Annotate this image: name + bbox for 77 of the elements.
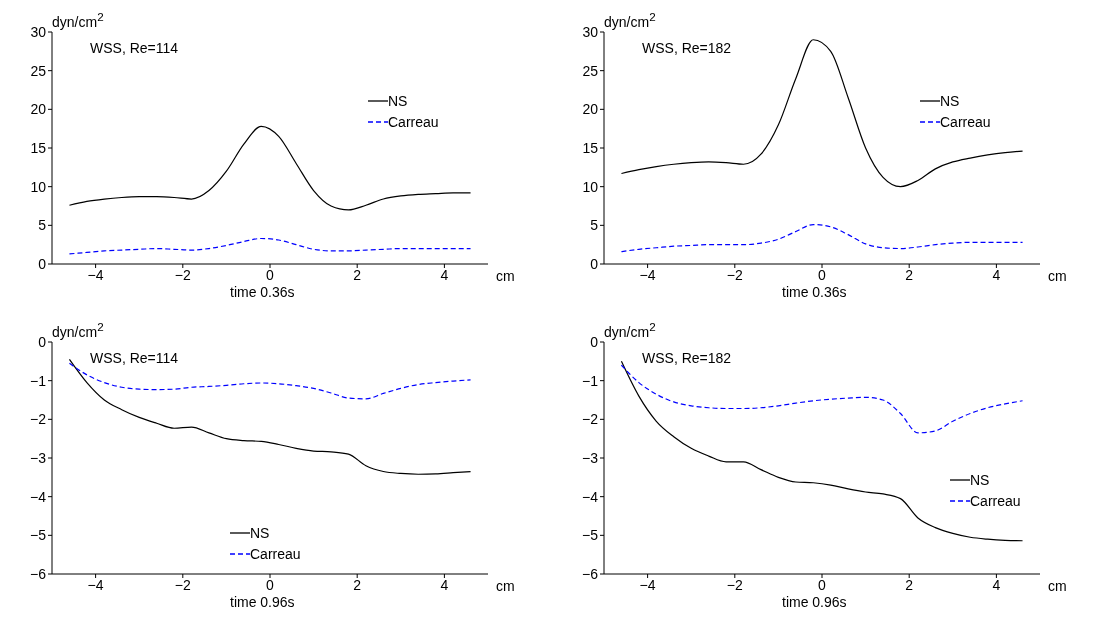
x-tick-label: −4 xyxy=(639,266,656,283)
annotation: WSS, Re=182 xyxy=(642,40,732,56)
x-tick-label: −4 xyxy=(87,266,104,283)
x-tick-label: 2 xyxy=(353,576,362,593)
x-tick-label: −2 xyxy=(726,266,743,283)
legend-label: Carreau xyxy=(970,493,1021,510)
x-tick-label: 0 xyxy=(266,576,275,593)
x-tick-label: −4 xyxy=(87,576,104,593)
y-tick-label: 0 xyxy=(38,255,47,272)
y-tick-label: 10 xyxy=(582,178,599,195)
y-tick-label: −2 xyxy=(30,411,47,428)
x-tick-label: 4 xyxy=(992,266,1001,283)
line-series xyxy=(68,237,472,255)
x-axis-title: cm xyxy=(496,578,515,594)
x-axis-title: cm xyxy=(496,268,515,284)
x-tick-label: 0 xyxy=(266,266,275,283)
text: time 0.36s xyxy=(230,284,295,300)
legend-label: NS xyxy=(970,472,990,489)
x-tick-label: 4 xyxy=(440,576,449,593)
text: time 0.96s xyxy=(782,594,847,610)
y-tick-label: 0 xyxy=(590,333,599,350)
legend-label: Carreau xyxy=(940,113,991,130)
y-tick-label: −1 xyxy=(582,372,599,389)
legend-label: NS xyxy=(250,524,270,541)
y-tick-label: −2 xyxy=(582,411,599,428)
y-tick-label: −6 xyxy=(30,565,47,582)
y-tick-label: −3 xyxy=(30,449,47,466)
text: time 0.36s xyxy=(782,284,847,300)
x-axis-title: cm xyxy=(1048,268,1067,284)
y-tick-label: 20 xyxy=(30,101,47,118)
y-tick-label: 10 xyxy=(30,178,47,195)
y-axis-title: dyn/cm$^{2}$ xyxy=(52,320,104,340)
y-tick-label: 25 xyxy=(582,62,599,79)
y-tick-label: −4 xyxy=(582,488,599,505)
y-tick-label: 15 xyxy=(582,139,599,156)
x-axis-title: cm xyxy=(1048,578,1067,594)
y-tick-label: −6 xyxy=(582,565,599,582)
legend-label: Carreau xyxy=(388,113,439,130)
text: time 0.96s xyxy=(230,594,295,610)
y-tick-label: 30 xyxy=(30,23,47,40)
y-axis-title: dyn/cm$^{2}$ xyxy=(604,10,656,30)
legend-label: NS xyxy=(388,92,408,109)
y-tick-label: 0 xyxy=(590,255,599,272)
annotation: WSS, Re=114 xyxy=(90,350,179,366)
y-tick-label: −4 xyxy=(30,488,47,505)
x-tick-label: 0 xyxy=(818,266,827,283)
y-tick-label: −3 xyxy=(582,449,599,466)
y-axis-title: dyn/cm$^{2}$ xyxy=(604,320,656,340)
y-tick-label: −1 xyxy=(30,372,47,389)
y-axis-title: dyn/cm$^{2}$ xyxy=(52,10,104,30)
x-tick-label: 4 xyxy=(440,266,449,283)
y-tick-label: 5 xyxy=(38,217,47,234)
line-series xyxy=(620,39,1024,188)
x-tick-label: 2 xyxy=(905,576,914,593)
x-tick-label: 0 xyxy=(818,576,827,593)
x-tick-label: −2 xyxy=(174,576,191,593)
y-tick-label: 30 xyxy=(582,23,599,40)
line-series xyxy=(620,223,1024,253)
y-tick-label: 15 xyxy=(30,139,47,156)
y-tick-label: 20 xyxy=(582,101,599,118)
y-tick-label: 25 xyxy=(30,62,47,79)
x-tick-label: 4 xyxy=(992,576,1001,593)
legend-label: NS xyxy=(940,92,960,109)
legend-label: Carreau xyxy=(250,545,301,562)
y-tick-label: −5 xyxy=(30,527,47,544)
y-tick-label: 0 xyxy=(38,333,47,350)
x-tick-label: −2 xyxy=(174,266,191,283)
y-tick-label: 5 xyxy=(590,217,599,234)
x-tick-label: −4 xyxy=(639,576,656,593)
x-tick-label: 2 xyxy=(353,266,362,283)
x-tick-label: −2 xyxy=(726,576,743,593)
line-series xyxy=(620,364,1024,434)
annotation: WSS, Re=114 xyxy=(90,40,179,56)
y-tick-label: −5 xyxy=(582,527,599,544)
annotation: WSS, Re=182 xyxy=(642,350,732,366)
line-series xyxy=(68,125,472,211)
x-tick-label: 2 xyxy=(905,266,914,283)
